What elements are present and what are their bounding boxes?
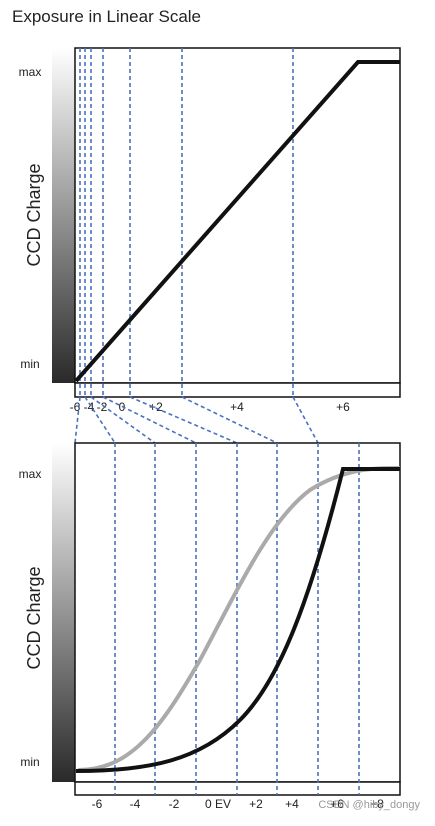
x-tick-label: +4 — [285, 797, 299, 811]
gradient-bar — [52, 48, 75, 383]
film-curve — [77, 466, 401, 772]
x-tick-label: +8 — [370, 797, 384, 811]
connector-lines — [74, 396, 319, 444]
x-tick-label: +6 — [330, 797, 344, 811]
axis-strip — [74, 382, 401, 398]
top-panel: max min CCD Charge -6 -4 -2 0 +2 +4 +6 — [19, 47, 401, 414]
dashed-lines — [114, 443, 360, 795]
min-label: min — [20, 357, 39, 371]
x-tick-label: +2 — [149, 400, 163, 414]
x-tick-label: -4 — [130, 797, 141, 811]
x-tick-label: 0 EV — [205, 797, 231, 811]
y-axis-label: CCD Charge — [24, 566, 44, 669]
x-tick-label: +6 — [336, 400, 350, 414]
dashed-lines — [79, 48, 294, 397]
max-label: max — [19, 467, 42, 481]
sensor-curve — [75, 467, 400, 773]
bottom-panel: max min CCD Charge -6 -4 -2 0 EV +2 +4 +… — [19, 442, 401, 811]
x-tick-label: -2 — [169, 797, 180, 811]
x-tick-label: +4 — [230, 400, 244, 414]
plot-box — [74, 47, 401, 384]
x-tick-label: -4 — [84, 400, 95, 414]
gradient-bar — [52, 443, 75, 782]
linear-response — [74, 60, 400, 383]
min-label: min — [20, 755, 39, 769]
x-tick-label: +2 — [249, 797, 263, 811]
max-label: max — [19, 65, 42, 79]
x-tick-label: -6 — [70, 400, 81, 414]
x-tick-label: -6 — [92, 797, 103, 811]
x-tick-label: -2 — [97, 400, 108, 414]
watermark: CSDN @hiby_dongy — [318, 799, 420, 811]
title: Exposure in Linear Scale — [12, 7, 201, 26]
y-axis-label: CCD Charge — [24, 163, 44, 266]
